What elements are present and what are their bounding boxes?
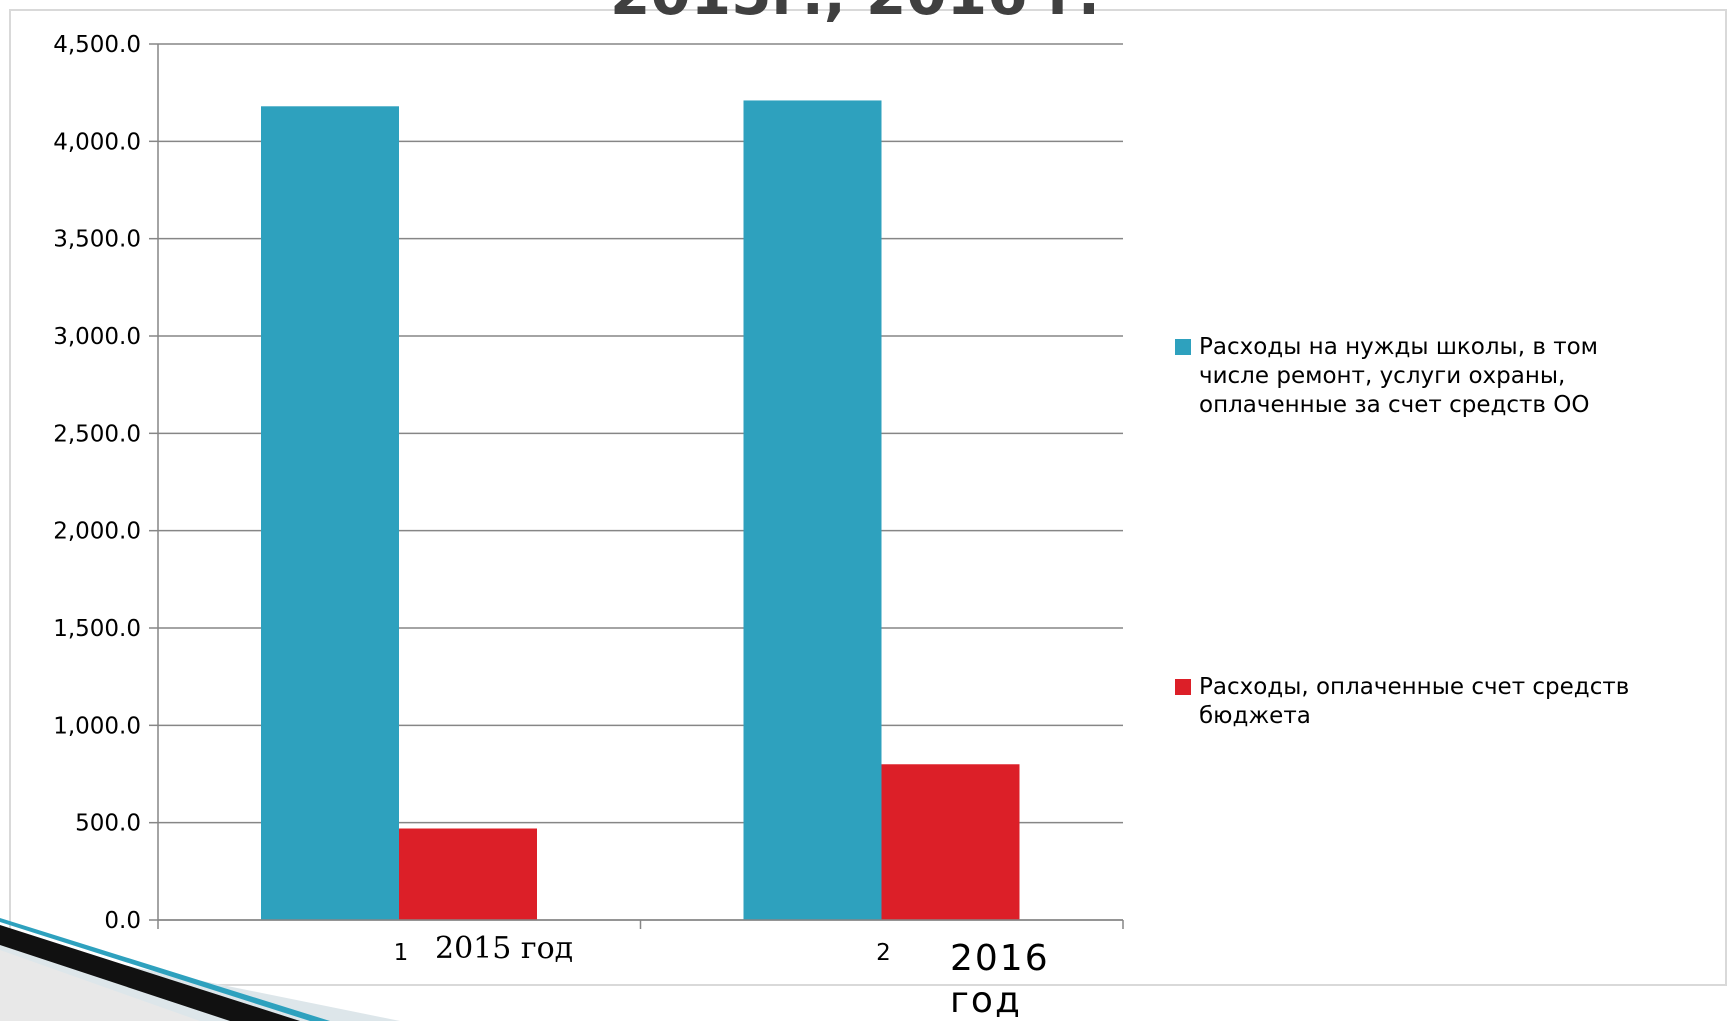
- bar: [399, 828, 537, 920]
- y-tick-label: 3,500.0: [53, 227, 141, 253]
- legend-entry: Расходы, оплаченные счет средств бюджета: [1175, 673, 1695, 731]
- annotation: 2016 год: [950, 938, 1050, 1021]
- y-tick-label: 0.0: [104, 908, 141, 934]
- y-tick-label: 4,000.0: [53, 129, 141, 155]
- y-tick-label: 500.0: [75, 811, 141, 837]
- annotation-line: год: [950, 980, 1022, 1021]
- annotation-line: 2016: [950, 938, 1050, 979]
- y-tick-label: 3,000.0: [53, 324, 141, 350]
- y-tick-label: 1,000.0: [53, 713, 141, 739]
- annotation: 2015 год: [435, 931, 573, 966]
- x-tick-label: 1: [394, 940, 409, 966]
- bar: [743, 100, 882, 921]
- y-tick-label: 2,500.0: [53, 421, 141, 447]
- bar: [881, 764, 1020, 920]
- y-tick-label: 1,500.0: [53, 616, 141, 642]
- bar: [261, 106, 399, 920]
- y-tick-label: 4,500.0: [53, 32, 141, 58]
- legend-label: Расходы на нужды школы, в том числе ремо…: [1199, 334, 1599, 418]
- legend-label: Расходы, оплаченные счет средств бюджета: [1199, 674, 1630, 729]
- frame: [9, 9, 1727, 986]
- y-tick-label: 2,000.0: [53, 519, 141, 545]
- x-tick-label: 2: [876, 940, 891, 966]
- corner-decoration: [0, 918, 400, 1021]
- legend-entry: Расходы на нужды школы, в том числе ремо…: [1175, 333, 1695, 420]
- legend-swatch: [1175, 679, 1191, 695]
- legend-swatch: [1175, 339, 1191, 355]
